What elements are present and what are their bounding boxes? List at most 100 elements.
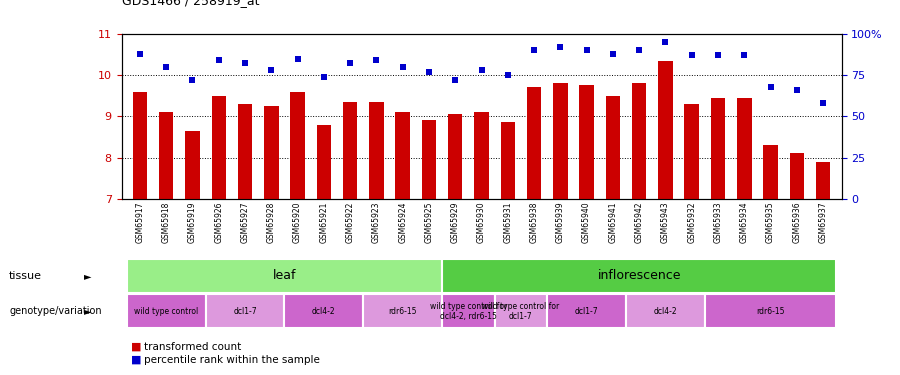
- Bar: [606, 96, 620, 199]
- Point: [264, 67, 278, 73]
- Bar: [205, 34, 232, 199]
- Point: [711, 52, 725, 58]
- Bar: [474, 112, 489, 199]
- Text: GSM65939: GSM65939: [556, 202, 565, 243]
- Point: [317, 74, 331, 80]
- Bar: [337, 34, 364, 199]
- Bar: [468, 34, 495, 199]
- Text: ►: ►: [84, 271, 91, 280]
- Text: dcl1-7: dcl1-7: [575, 307, 598, 316]
- Bar: [573, 34, 599, 199]
- Point: [185, 77, 200, 83]
- Point: [395, 64, 410, 70]
- Point: [474, 67, 489, 73]
- Bar: [317, 124, 331, 199]
- Point: [816, 100, 831, 106]
- Text: GSM65919: GSM65919: [188, 202, 197, 243]
- Text: rdr6-15: rdr6-15: [756, 307, 785, 316]
- Text: GSM65940: GSM65940: [582, 202, 591, 243]
- Bar: [284, 34, 310, 199]
- Bar: [159, 112, 174, 199]
- Point: [658, 39, 672, 45]
- Bar: [127, 294, 205, 328]
- Text: GSM65932: GSM65932: [688, 202, 697, 243]
- Bar: [395, 112, 410, 199]
- Bar: [705, 34, 731, 199]
- Text: GSM65941: GSM65941: [608, 202, 617, 243]
- Bar: [153, 34, 179, 199]
- Bar: [626, 294, 705, 328]
- Text: tissue: tissue: [9, 271, 42, 280]
- Text: GSM65917: GSM65917: [135, 202, 144, 243]
- Bar: [442, 34, 468, 199]
- Point: [685, 52, 699, 58]
- Text: GSM65928: GSM65928: [266, 202, 275, 243]
- Bar: [711, 98, 725, 199]
- Text: wild type control for
dcl4-2, rdr6-15: wild type control for dcl4-2, rdr6-15: [429, 302, 507, 321]
- Bar: [547, 294, 626, 328]
- Point: [369, 57, 383, 63]
- Bar: [310, 34, 337, 199]
- Bar: [448, 114, 463, 199]
- Text: wild type control: wild type control: [134, 307, 198, 316]
- Bar: [258, 34, 284, 199]
- Text: GSM65925: GSM65925: [425, 202, 434, 243]
- Bar: [185, 131, 200, 199]
- Point: [238, 60, 252, 66]
- Bar: [599, 34, 626, 199]
- Point: [291, 56, 305, 62]
- Text: GSM65943: GSM65943: [661, 202, 670, 243]
- Text: GSM65926: GSM65926: [214, 202, 223, 243]
- Bar: [369, 102, 383, 199]
- Text: GSM65923: GSM65923: [372, 202, 381, 243]
- Bar: [284, 294, 364, 328]
- Bar: [495, 34, 521, 199]
- Text: rdr6-15: rdr6-15: [389, 307, 417, 316]
- Text: wild type control for
dcl1-7: wild type control for dcl1-7: [482, 302, 560, 321]
- Point: [789, 87, 804, 93]
- Bar: [705, 294, 836, 328]
- Text: GSM65918: GSM65918: [162, 202, 171, 243]
- Bar: [652, 34, 679, 199]
- Bar: [500, 123, 515, 199]
- Text: GSM65929: GSM65929: [451, 202, 460, 243]
- Bar: [632, 83, 646, 199]
- Bar: [390, 34, 416, 199]
- Bar: [685, 104, 699, 199]
- Point: [554, 44, 568, 50]
- Bar: [658, 61, 672, 199]
- Text: GDS1466 / 258919_at: GDS1466 / 258919_at: [122, 0, 259, 8]
- Bar: [442, 259, 836, 292]
- Bar: [232, 34, 258, 199]
- Text: ■: ■: [130, 355, 141, 365]
- Text: inflorescence: inflorescence: [598, 269, 681, 282]
- Text: ►: ►: [84, 306, 91, 316]
- Bar: [343, 102, 357, 199]
- Bar: [789, 153, 804, 199]
- Text: dcl1-7: dcl1-7: [233, 307, 256, 316]
- Bar: [127, 259, 442, 292]
- Text: GSM65931: GSM65931: [503, 202, 512, 243]
- Bar: [731, 34, 758, 199]
- Point: [422, 69, 436, 75]
- Point: [737, 52, 751, 58]
- Bar: [626, 34, 652, 199]
- Bar: [810, 34, 836, 199]
- Bar: [442, 294, 495, 328]
- Point: [159, 64, 174, 70]
- Text: dcl4-2: dcl4-2: [653, 307, 678, 316]
- Text: GSM65927: GSM65927: [240, 202, 249, 243]
- Bar: [816, 162, 831, 199]
- Text: transformed count: transformed count: [144, 342, 241, 352]
- Text: dcl4-2: dcl4-2: [312, 307, 336, 316]
- Text: percentile rank within the sample: percentile rank within the sample: [144, 355, 320, 365]
- Bar: [127, 34, 153, 199]
- Bar: [264, 106, 278, 199]
- Point: [632, 47, 646, 53]
- Text: GSM65924: GSM65924: [398, 202, 407, 243]
- Text: GSM65934: GSM65934: [740, 202, 749, 243]
- Text: GSM65942: GSM65942: [634, 202, 644, 243]
- Bar: [679, 34, 705, 199]
- Point: [343, 60, 357, 66]
- Bar: [179, 34, 205, 199]
